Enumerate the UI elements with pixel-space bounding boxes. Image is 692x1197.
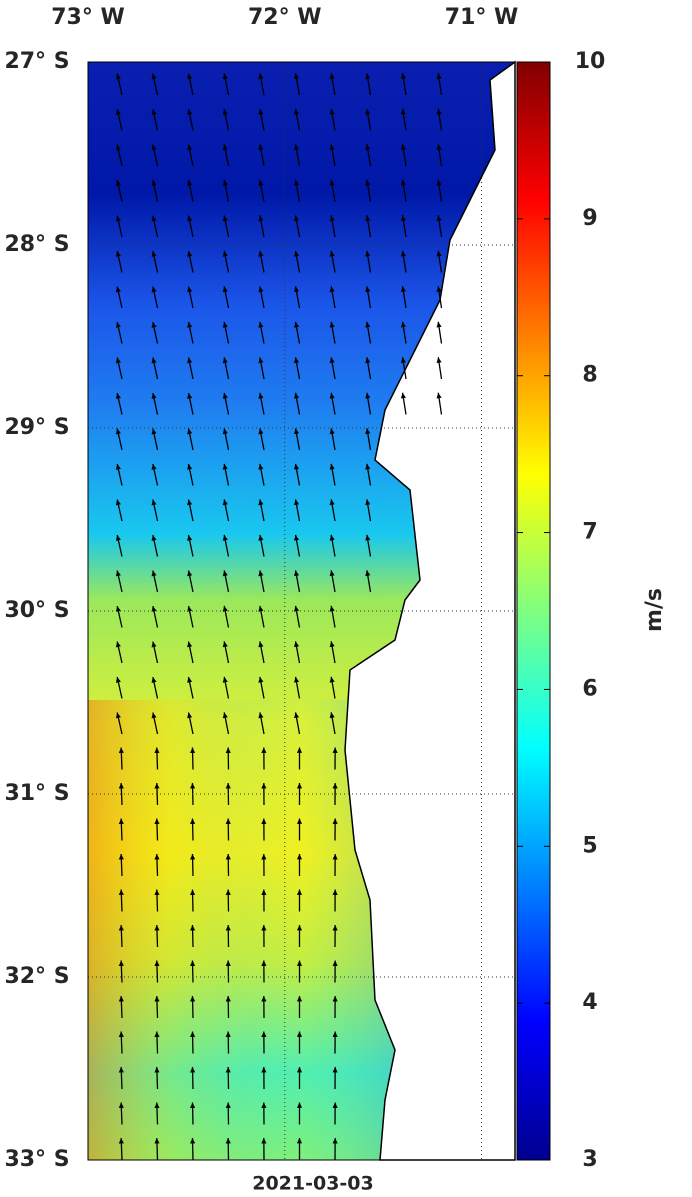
lat-label: 31° S	[4, 781, 69, 806]
colorbar	[517, 62, 550, 1160]
colorbar-tick-label: 7	[582, 520, 597, 545]
colorbar-label: m/s	[642, 588, 667, 632]
lon-label: 71° W	[445, 5, 519, 30]
colorbar-tick-label: 5	[582, 833, 597, 858]
colorbar-tick-label: 3	[582, 1147, 597, 1172]
lon-label: 72° W	[248, 5, 322, 30]
lat-label: 28° S	[4, 232, 69, 257]
lat-label: 27° S	[4, 49, 69, 74]
colorbar-tick-label: 6	[582, 676, 597, 701]
lat-label: 29° S	[4, 415, 69, 440]
date: 2021-03-03	[252, 1173, 374, 1194]
lat-label: 32° S	[4, 964, 69, 989]
colorbar-tick-label: 10	[575, 49, 606, 74]
lat-label: 33° S	[4, 1147, 69, 1172]
lon-label: 73° W	[51, 5, 125, 30]
lat-label: 30° S	[4, 598, 69, 623]
colorbar-tick-label: 4	[582, 990, 597, 1015]
colorbar-tick-label: 9	[582, 206, 597, 231]
colorbar-tick-label: 8	[582, 363, 597, 388]
